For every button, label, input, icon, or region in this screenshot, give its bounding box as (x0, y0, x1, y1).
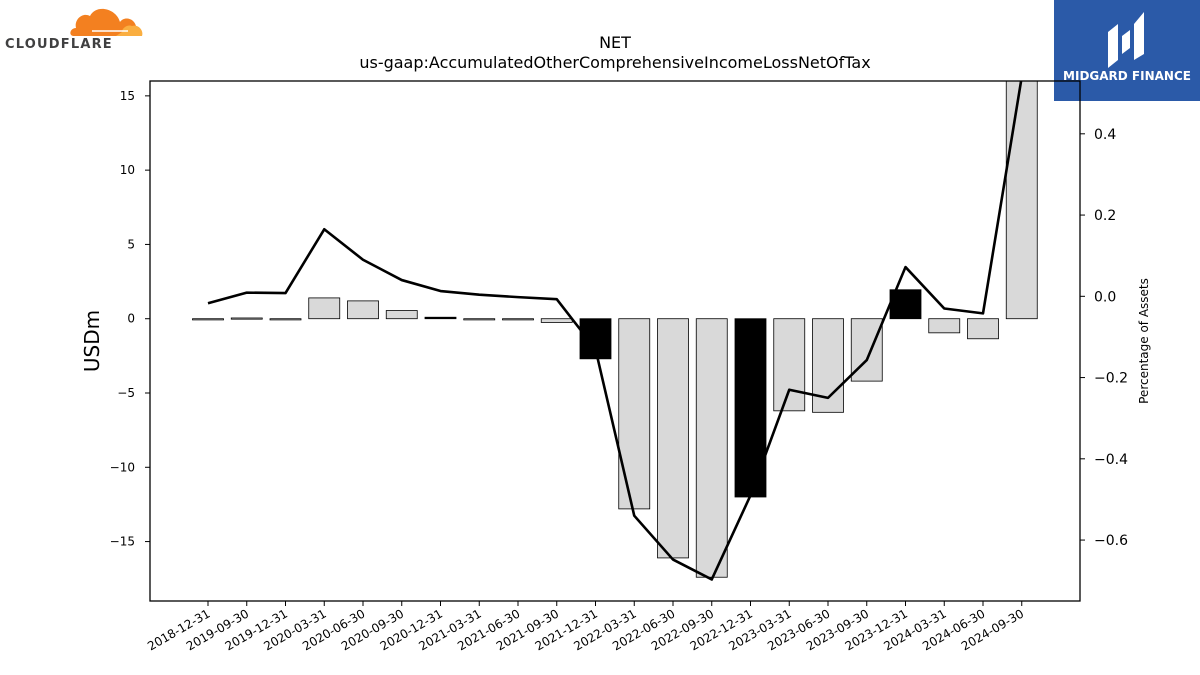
line-layer (207, 81, 1023, 581)
y2-tick-label: −0.2 (1094, 371, 1128, 387)
bar-2023-03-31 (773, 318, 806, 412)
bar-2020-03-31 (308, 297, 341, 320)
midgard-mark-icon (1108, 12, 1144, 68)
y-tick-label: −5 (117, 386, 135, 400)
bar-2020-06-30 (347, 300, 379, 320)
bar-2022-06-30 (657, 318, 689, 559)
y-axis-label: USDm (80, 310, 104, 372)
y-tick-label: 15 (120, 89, 135, 103)
y2-tick-label: 0.4 (1094, 127, 1116, 143)
y2-tick-label: −0.4 (1094, 452, 1128, 468)
chart-title: NET (599, 33, 631, 52)
midgard-finance-logo: MIDGARD FINANCE (1054, 0, 1200, 101)
percentage-of-assets-line (207, 81, 1023, 581)
bar-2022-12-31 (734, 318, 767, 498)
bar-2022-09-30 (695, 318, 728, 578)
bar-2020-09-30 (385, 310, 418, 320)
cloudflare-logo (4, 4, 146, 54)
y-tick-label: 5 (127, 237, 135, 251)
bar-2022-03-31 (618, 318, 651, 510)
y-tick-label: −10 (110, 460, 135, 474)
bar-2021-09-30 (540, 318, 573, 323)
midgard-wordmark: MIDGARD FINANCE (1063, 69, 1191, 83)
y2-axis-label: Percentage of Assets (1137, 278, 1151, 404)
bar-2021-03-31 (463, 318, 496, 321)
bar-2024-06-30 (967, 318, 999, 340)
bars-layer (192, 80, 1038, 578)
x-axis: 2018-12-312019-09-302019-12-312020-03-31… (145, 601, 1026, 653)
cloudflare-cloud-icon (70, 8, 143, 36)
y2-tick-label: 0.0 (1094, 289, 1116, 305)
bar-2020-12-31 (424, 316, 457, 320)
y-axis-left: −15 −10 −5 0 5 10 15 (110, 89, 150, 549)
y-tick-label: −15 (110, 535, 135, 549)
y2-tick-label: −0.6 (1094, 533, 1128, 549)
bar-2018-12-31 (192, 318, 224, 321)
y-tick-label: 0 (127, 312, 135, 326)
bar-2019-09-30 (230, 317, 263, 320)
y-tick-label: 10 (120, 163, 135, 177)
bar-2019-12-31 (269, 318, 302, 321)
chart-subtitle: us-gaap:AccumulatedOtherComprehensiveInc… (359, 53, 870, 72)
y2-tick-label: 0.2 (1094, 208, 1116, 224)
bar-2021-06-30 (502, 318, 534, 321)
plot-frame (149, 80, 1081, 602)
bar-2024-09-30 (1005, 80, 1038, 320)
y-axis-right: −0.6 −0.4 −0.2 0.0 0.2 0.4 (1080, 127, 1128, 549)
bar-2024-03-31 (928, 318, 961, 334)
cloudflare-wordmark: CLOUDFLARE (5, 37, 113, 52)
